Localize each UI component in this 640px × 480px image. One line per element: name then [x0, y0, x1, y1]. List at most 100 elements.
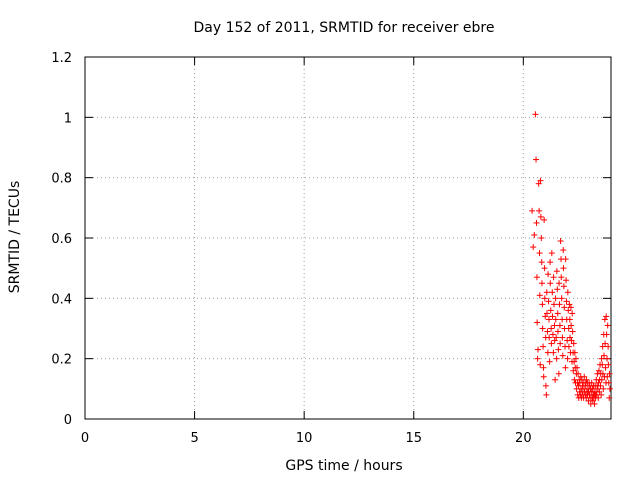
y-tick-label: 1.2	[51, 51, 72, 66]
data-point	[600, 352, 607, 359]
data-point	[595, 379, 602, 386]
data-point	[560, 265, 567, 272]
data-point	[566, 301, 573, 308]
data-point	[530, 244, 537, 251]
data-point	[534, 355, 541, 362]
data-point	[543, 289, 550, 296]
data-point	[564, 289, 571, 296]
data-point	[567, 304, 574, 311]
data-point	[541, 295, 548, 302]
data-point	[543, 391, 550, 398]
x-tick-label: 15	[405, 431, 422, 446]
data-point	[550, 349, 557, 356]
y-tick-label: 0	[64, 413, 72, 428]
data-point	[535, 180, 542, 187]
data-point	[548, 340, 555, 347]
data-point	[597, 382, 604, 389]
data-point	[574, 364, 581, 371]
data-point	[552, 316, 559, 323]
y-tick-label: 0.8	[51, 172, 72, 187]
data-point	[571, 358, 578, 365]
data-point	[570, 340, 577, 347]
data-point	[553, 355, 560, 362]
data-point	[553, 268, 560, 275]
data-point	[544, 328, 551, 335]
data-point	[546, 358, 553, 365]
data-point	[594, 385, 601, 392]
data-point	[535, 346, 542, 353]
data-point	[566, 316, 573, 323]
data-point	[567, 334, 574, 341]
data-point	[533, 274, 540, 281]
data-point	[603, 313, 610, 320]
data-point	[561, 304, 568, 311]
data-point	[555, 370, 562, 377]
data-point	[549, 313, 556, 320]
data-point	[549, 289, 556, 296]
data-point	[554, 310, 561, 317]
data-point	[589, 397, 596, 404]
data-point	[569, 310, 576, 317]
data-point	[552, 295, 559, 302]
data-point	[605, 343, 612, 350]
data-point	[533, 219, 540, 226]
data-point	[554, 328, 561, 335]
data-point	[559, 334, 566, 341]
data-point	[568, 337, 575, 344]
x-tick-label: 5	[190, 431, 198, 446]
data-point	[575, 370, 582, 377]
y-axis-title: SRMTID / TECUs	[7, 181, 23, 294]
data-point	[603, 331, 610, 338]
data-point	[557, 340, 564, 347]
data-point	[540, 343, 547, 350]
data-point	[606, 385, 613, 392]
data-point	[557, 238, 564, 245]
x-axis-title: GPS time / hours	[285, 458, 402, 474]
data-point	[563, 277, 570, 284]
data-point	[555, 346, 562, 353]
data-point	[604, 373, 611, 380]
data-point	[539, 301, 546, 308]
data-point	[596, 388, 603, 395]
data-point	[537, 361, 544, 368]
data-point	[529, 207, 536, 214]
data-point	[536, 207, 543, 214]
data-point	[606, 370, 613, 377]
data-point	[554, 286, 561, 293]
data-point	[559, 352, 566, 359]
data-point	[544, 310, 551, 317]
data-point	[541, 216, 548, 223]
data-point	[571, 349, 578, 356]
data-point	[606, 394, 613, 401]
data-point	[572, 355, 579, 362]
data-point	[602, 364, 609, 371]
data-point	[532, 111, 539, 118]
data-point	[602, 340, 609, 347]
data-point	[569, 328, 576, 335]
data-point	[545, 298, 552, 305]
data-point	[539, 325, 546, 332]
data-point	[565, 343, 572, 350]
data-point	[542, 313, 549, 320]
data-point	[556, 280, 563, 287]
x-tick-label: 10	[296, 431, 313, 446]
data-point	[565, 307, 572, 314]
data-point	[595, 394, 602, 401]
data-point	[545, 271, 552, 278]
data-point	[595, 367, 602, 374]
data-point	[547, 307, 554, 314]
data-point	[583, 376, 590, 383]
data-point	[581, 373, 588, 380]
data-point	[591, 400, 598, 407]
data-point	[598, 391, 605, 398]
data-point	[562, 364, 569, 371]
data-point	[547, 280, 554, 287]
data-point	[605, 361, 612, 368]
data-point	[538, 280, 545, 287]
data-point	[533, 156, 540, 163]
data-point	[568, 322, 575, 329]
data-point	[537, 213, 544, 220]
data-point	[542, 382, 549, 389]
data-point	[531, 231, 538, 238]
